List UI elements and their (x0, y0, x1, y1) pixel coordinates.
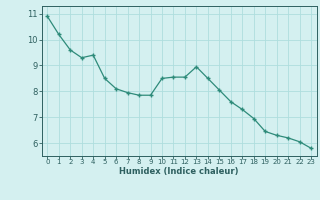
X-axis label: Humidex (Indice chaleur): Humidex (Indice chaleur) (119, 167, 239, 176)
